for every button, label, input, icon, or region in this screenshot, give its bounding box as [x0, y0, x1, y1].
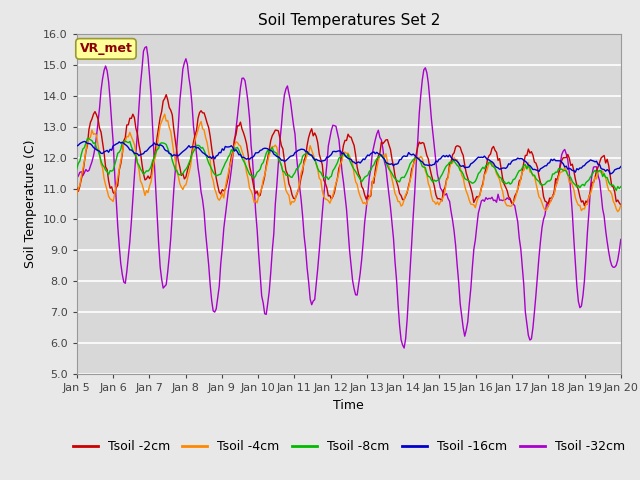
Y-axis label: Soil Temperature (C): Soil Temperature (C): [24, 140, 38, 268]
Text: VR_met: VR_met: [79, 42, 132, 55]
Legend: Tsoil -2cm, Tsoil -4cm, Tsoil -8cm, Tsoil -16cm, Tsoil -32cm: Tsoil -2cm, Tsoil -4cm, Tsoil -8cm, Tsoi…: [68, 435, 630, 458]
X-axis label: Time: Time: [333, 399, 364, 412]
Title: Soil Temperatures Set 2: Soil Temperatures Set 2: [258, 13, 440, 28]
